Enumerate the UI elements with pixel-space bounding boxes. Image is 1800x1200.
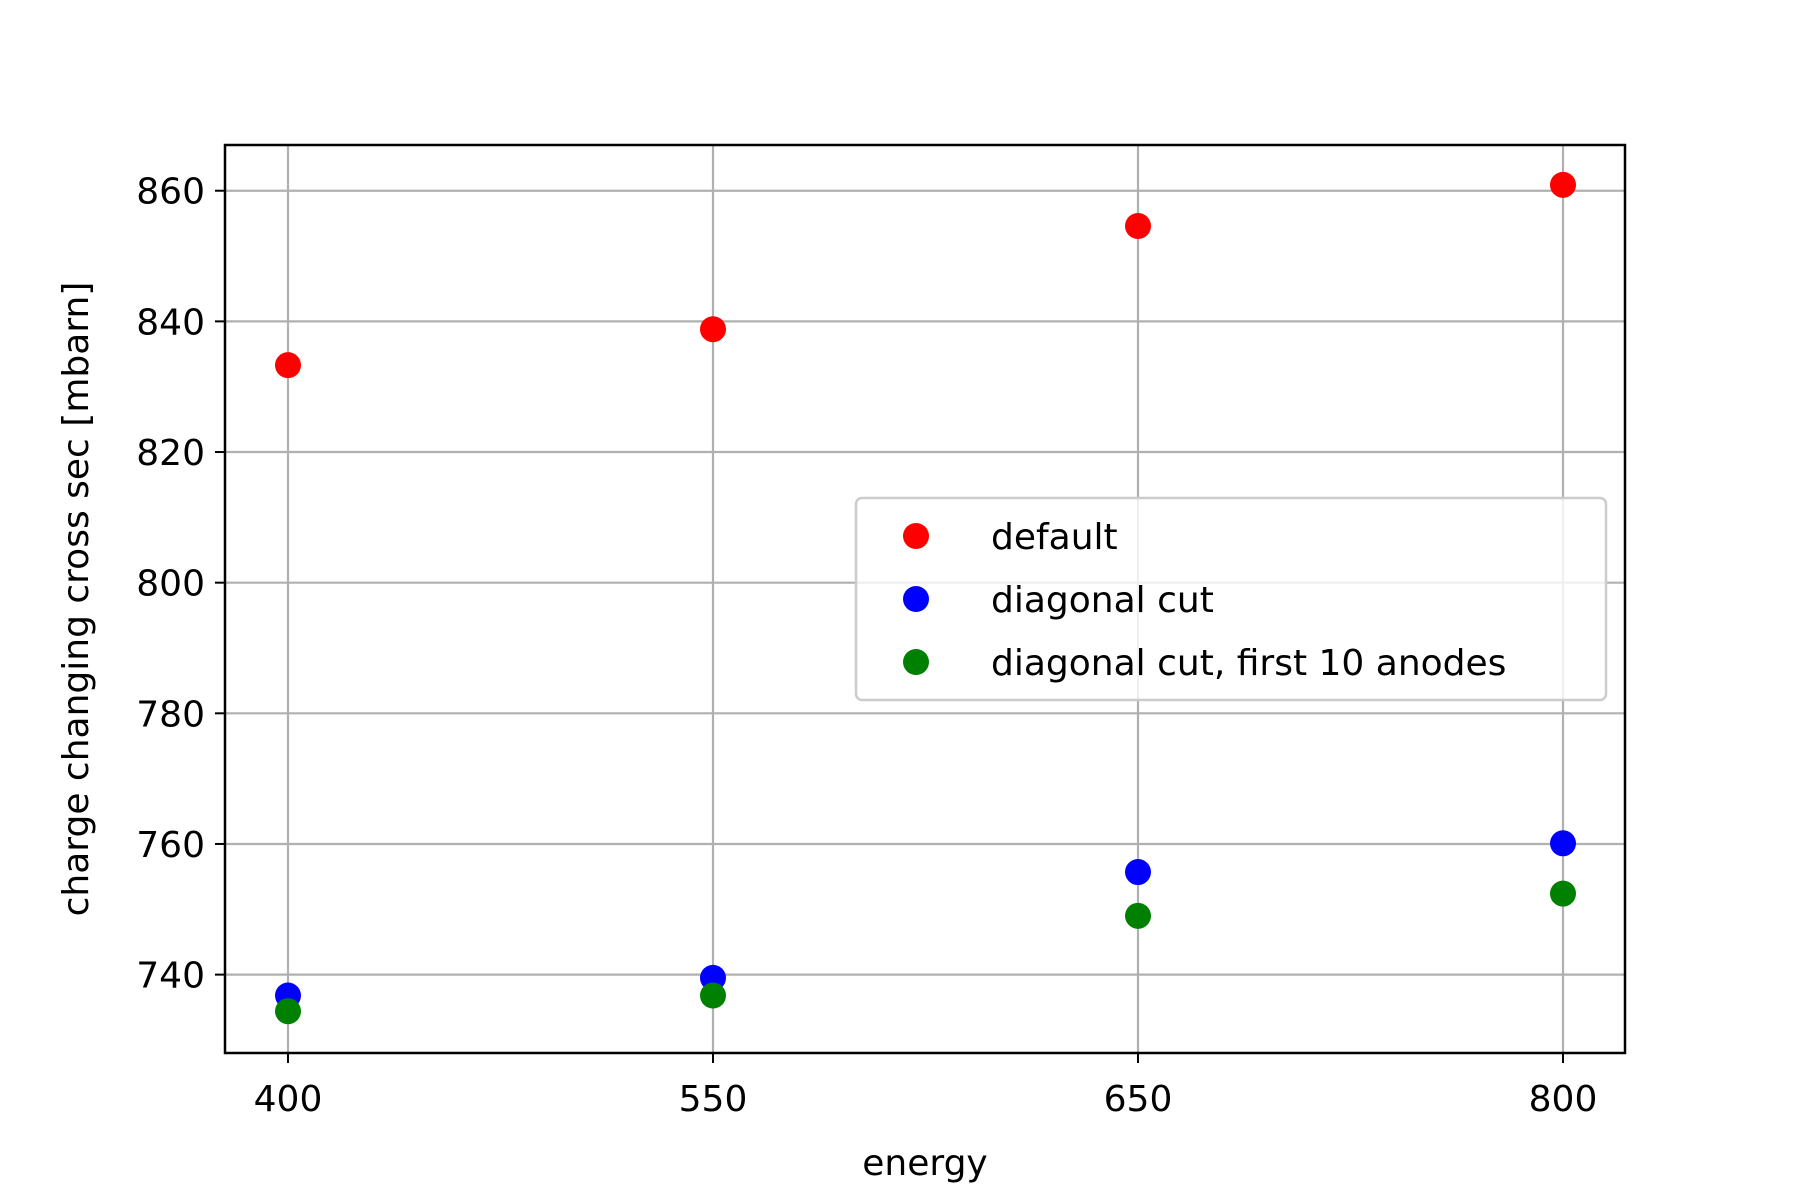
x-tick-label: 800 — [1529, 1079, 1598, 1120]
x-axis-label: energy — [862, 1143, 987, 1184]
legend-label: diagonal cut, first 10 anodes — [991, 643, 1506, 684]
data-point — [1125, 902, 1151, 929]
legend-label: diagonal cut — [991, 580, 1214, 621]
data-point — [275, 352, 301, 379]
data-point — [1550, 880, 1576, 907]
legend-marker — [903, 649, 929, 675]
y-tick-label: 860 — [136, 172, 205, 213]
y-tick-label: 740 — [136, 956, 205, 997]
legend-box — [854, 496, 1608, 702]
axis-ticks: 400 550 650 800 740 760 780 800 820 840 860 — [136, 172, 1597, 1120]
y-tick-label: 780 — [136, 694, 205, 735]
legend-marker — [903, 586, 929, 612]
legend: default diagonal cut diagonal cut, first 1… — [854, 496, 1608, 702]
data-point — [1125, 859, 1151, 886]
y-tick-label: 820 — [136, 433, 205, 474]
data-point — [1550, 830, 1576, 857]
data-point — [700, 316, 726, 343]
x-tick-label: 550 — [679, 1079, 748, 1120]
legend-label: default — [991, 517, 1118, 558]
data-point — [1550, 171, 1576, 198]
x-tick-label: 650 — [1104, 1079, 1173, 1120]
y-tick-label: 840 — [136, 302, 205, 343]
data-point — [700, 982, 726, 1009]
y-axis-label: charge changing cross sec [mbarn] — [56, 282, 97, 917]
plot-frame — [223, 143, 1627, 1055]
y-tick-label: 800 — [136, 564, 205, 605]
data-point — [275, 998, 301, 1025]
data-points — [275, 171, 1576, 1025]
x-tick-label: 400 — [254, 1079, 323, 1120]
legend-marker — [903, 523, 929, 549]
data-point — [1125, 213, 1151, 240]
y-tick-label: 760 — [136, 825, 205, 866]
